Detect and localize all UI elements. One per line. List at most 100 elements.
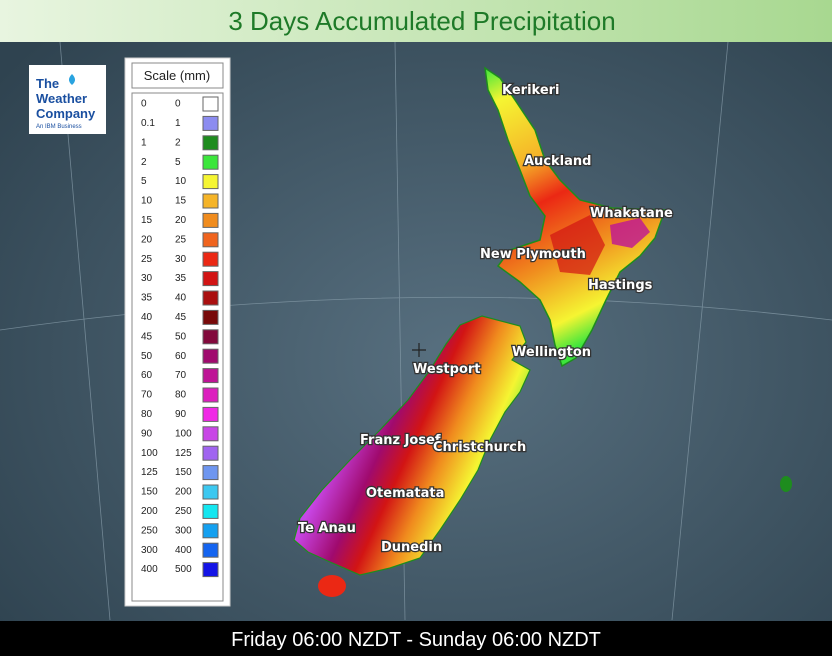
legend-high: 0 [175, 99, 181, 110]
legend-high: 10 [175, 176, 187, 187]
legend-title: Scale (mm) [144, 68, 210, 83]
crosshair [412, 343, 426, 357]
legend-high: 500 [175, 564, 192, 575]
legend-swatch [202, 426, 219, 442]
legend-high: 60 [175, 351, 187, 362]
logo-tagline: An IBM Business [36, 124, 82, 130]
logo-line: Weather [36, 91, 87, 106]
legend-swatch [202, 251, 219, 267]
legend-swatch [202, 115, 219, 131]
footer-bar [0, 621, 832, 656]
legend-low: 50 [141, 351, 153, 362]
city-label: Otematata [366, 486, 444, 501]
legend-swatch [202, 445, 219, 461]
legend-high: 80 [175, 390, 187, 401]
title-bar [0, 0, 832, 42]
city-label: Kerikeri [502, 83, 560, 98]
legend-low: 150 [141, 487, 158, 498]
city-label: Christchurch [433, 440, 526, 455]
legend-high: 45 [175, 312, 187, 323]
logo-line: The [36, 76, 59, 91]
city-label: Te Anau [298, 521, 356, 536]
legend-swatch [202, 174, 219, 190]
legend-high: 125 [175, 448, 192, 459]
graticule [0, 41, 832, 621]
city-label: Dunedin [381, 540, 442, 555]
legend-high: 50 [175, 331, 187, 342]
legend-high: 70 [175, 370, 187, 381]
legend-title-box [131, 62, 224, 89]
legend-high: 100 [175, 428, 192, 439]
city-label: Auckland [524, 154, 591, 169]
legend-swatch [202, 329, 219, 345]
legend-swatch [202, 387, 219, 403]
logo [29, 65, 106, 134]
rain-core [550, 215, 605, 275]
city-label: Westport [413, 362, 481, 377]
legend-swatch [202, 523, 219, 539]
legend-high: 35 [175, 273, 187, 284]
legend-low: 20 [141, 234, 153, 245]
footer: Friday 06:00 NZDT - Sunday 06:00 NZDT [231, 629, 601, 651]
legend-swatch [202, 348, 219, 364]
legend-swatch [202, 465, 219, 481]
legend-low: 125 [141, 467, 158, 478]
logo-line: Company [36, 106, 96, 121]
legend-high: 1 [175, 118, 181, 129]
legend-swatch [202, 290, 219, 306]
legend-low: 100 [141, 448, 158, 459]
legend-high: 400 [175, 545, 192, 556]
legend-low: 90 [141, 428, 153, 439]
legend-high: 30 [175, 254, 187, 265]
rain-core [610, 218, 650, 248]
legend-low: 5 [141, 176, 147, 187]
legend-low: 60 [141, 370, 153, 381]
legend-swatch [202, 212, 219, 228]
city-label: New Plymouth [480, 247, 586, 262]
legend-low: 40 [141, 312, 153, 323]
legend-high: 40 [175, 293, 187, 304]
legend-swatch [202, 309, 219, 325]
legend-low: 25 [141, 254, 153, 265]
logo-drop [69, 74, 75, 85]
legend-low: 0 [141, 99, 147, 110]
city-label: Hastings [588, 278, 653, 293]
city-label: Whakatane [590, 206, 673, 221]
city-label: Franz Josef [360, 433, 441, 448]
legend-swatch [202, 503, 219, 519]
legend-swatch [202, 232, 219, 248]
legend-high: 25 [175, 234, 187, 245]
legend-swatch [202, 368, 219, 384]
legend-high: 2 [175, 137, 181, 148]
legend-low: 200 [141, 506, 158, 517]
legend-low: 80 [141, 409, 153, 420]
legend-high: 200 [175, 487, 192, 498]
legend-low: 35 [141, 293, 153, 304]
legend-low: 1 [141, 137, 147, 148]
legend-low: 30 [141, 273, 153, 284]
legend-high: 250 [175, 506, 192, 517]
legend-low: 10 [141, 196, 153, 207]
legend-high: 150 [175, 467, 192, 478]
legend-swatch [202, 271, 219, 287]
logo-text: The Weather Company [36, 76, 96, 121]
legend-high: 5 [175, 157, 181, 168]
legend-low: 15 [141, 215, 153, 226]
legend-swatch [202, 154, 219, 170]
legend-low: 45 [141, 331, 153, 342]
chatham-islands [780, 476, 792, 492]
south-island [293, 315, 531, 576]
city-label: Wellington [512, 345, 591, 360]
legend-high: 90 [175, 409, 187, 420]
legend-high: 20 [175, 215, 187, 226]
legend-low: 2 [141, 157, 147, 168]
legend-low: 250 [141, 525, 158, 536]
legend-swatch [202, 193, 219, 209]
legend-swatch [202, 562, 219, 578]
legend-low: 300 [141, 545, 158, 556]
legend-swatch [202, 406, 219, 422]
legend-low: 70 [141, 390, 153, 401]
title: 3 Days Accumulated Precipitation [228, 6, 615, 36]
